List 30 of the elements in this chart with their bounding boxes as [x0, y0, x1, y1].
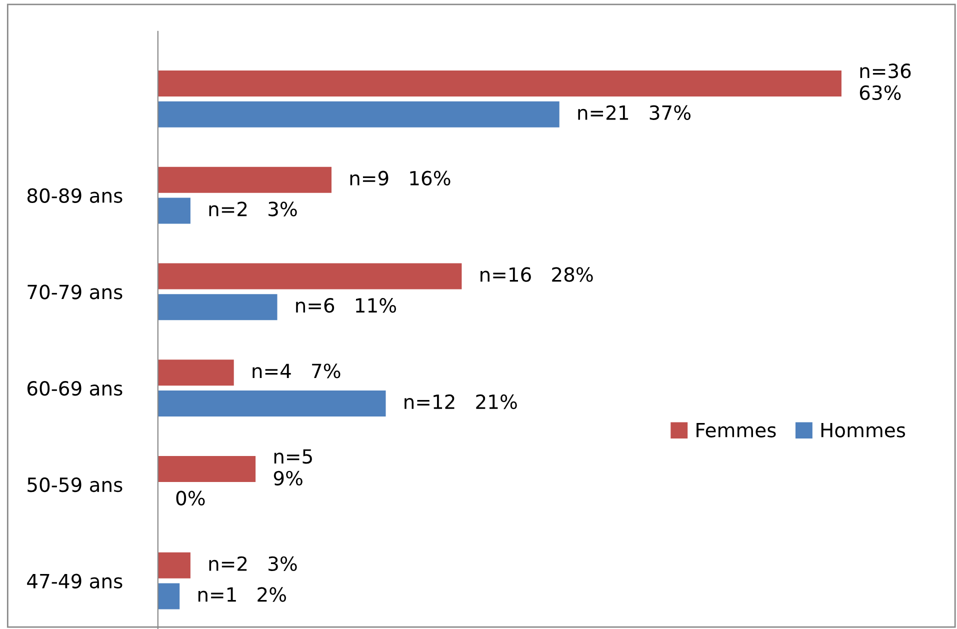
- bar: [158, 552, 190, 578]
- data-label: n=16 28%: [480, 267, 593, 282]
- bar: [158, 70, 842, 97]
- bar: [158, 294, 278, 320]
- legend-label: Femmes: [696, 423, 776, 438]
- data-label: n=1 2%: [198, 587, 286, 602]
- y-tick-label: 50-59 ans: [28, 477, 122, 492]
- data-label: n=9 16%: [350, 170, 450, 186]
- data-label: n=6 11%: [296, 298, 396, 313]
- data-label: n=5 9%: [274, 449, 312, 486]
- y-tick-label: 60-69 ans: [27, 381, 122, 396]
- data-label: n=4 7%: [252, 364, 340, 378]
- legend-label: Hommes: [821, 423, 906, 438]
- bar: [158, 263, 462, 290]
- data-label: n=36 63%: [860, 64, 911, 100]
- data-label: n=2 3%: [209, 556, 297, 572]
- bar: [158, 166, 332, 193]
- bar: [158, 390, 386, 416]
- bar: [158, 456, 256, 482]
- y-tick-label: 70-79 ans: [28, 284, 122, 300]
- bar: [158, 198, 190, 224]
- data-label: n=2 3%: [209, 202, 297, 216]
- y-tick-label: 80-89 ans: [27, 188, 122, 203]
- data-label: n=12 21%: [404, 394, 517, 410]
- bar: [158, 101, 560, 128]
- bar: [158, 360, 234, 386]
- data-label: n=21 37%: [578, 105, 691, 120]
- y-tick-label: 47-49 ans: [27, 574, 122, 588]
- bar: [158, 583, 180, 610]
- data-label: 0%: [176, 490, 205, 506]
